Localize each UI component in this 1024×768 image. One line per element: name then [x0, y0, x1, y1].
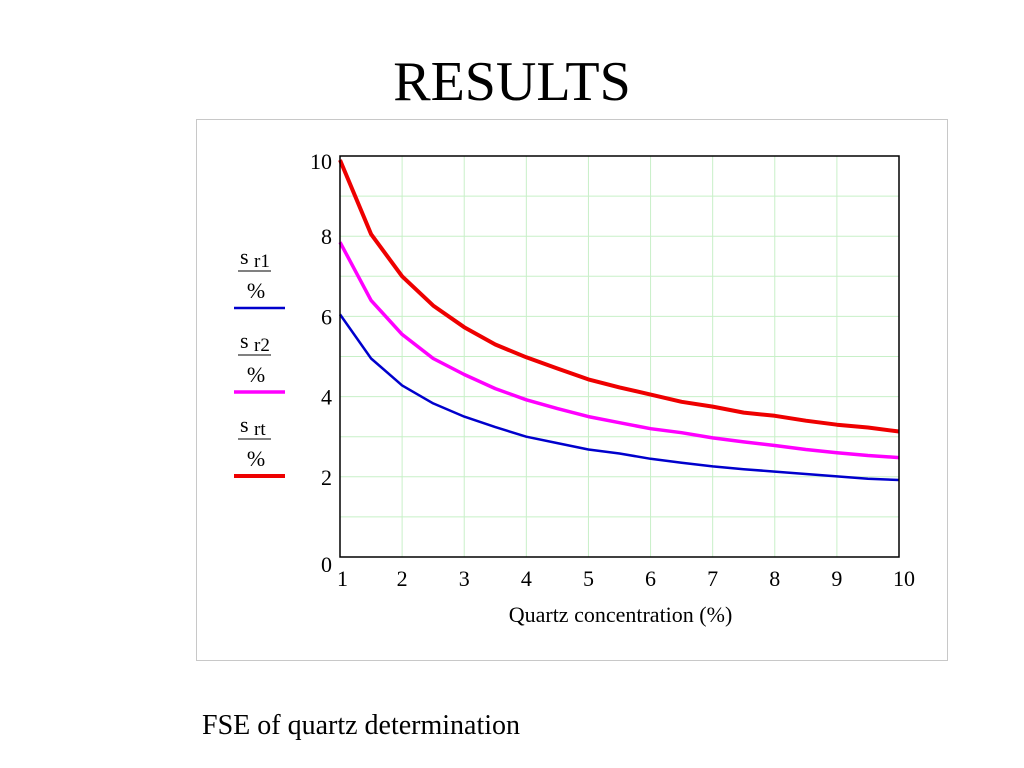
y-tick-labels: 0 2 4 6 8 10	[310, 149, 332, 577]
legend-denominator: %	[247, 362, 265, 387]
x-tick-label: 4	[521, 566, 532, 591]
legend-symbol: s	[240, 244, 249, 269]
grid	[339, 155, 900, 558]
chart-frame	[196, 119, 948, 661]
y-tick-label: 2	[321, 465, 332, 490]
slide-caption: FSE of quartz determination	[202, 710, 521, 741]
legend: s r1%s r2%s rt%	[234, 244, 285, 478]
y-tick-label: 6	[321, 304, 332, 329]
legend-denominator: %	[247, 278, 265, 303]
plot-area-border	[339, 155, 900, 558]
x-tick-label: 3	[459, 566, 470, 591]
y-tick-label: 0	[321, 552, 332, 577]
legend-entry-rt: s rt%	[234, 412, 285, 478]
series-lines	[338, 159, 900, 482]
legend-symbol: s	[240, 412, 249, 437]
x-tick-label: 6	[645, 566, 656, 591]
y-tick-label: 4	[321, 385, 332, 410]
legend-symbol: s	[240, 328, 249, 353]
series-line-r2	[338, 241, 900, 460]
legend-entry-r2: s r2%	[234, 328, 285, 394]
x-tick-label: 2	[397, 566, 408, 591]
legend-entry-r1: s r1%	[234, 244, 285, 310]
legend-subscript: r1	[254, 251, 270, 272]
x-tick-label: 7	[707, 566, 718, 591]
x-tick-label: 9	[831, 566, 842, 591]
x-tick-label: 5	[583, 566, 594, 591]
x-axis-label: Quartz concentration (%)	[509, 602, 733, 627]
y-tick-label: 8	[321, 224, 332, 249]
x-tick-label: 10	[893, 566, 915, 591]
x-tick-labels: 1 2 3 4 5 6 7 8 9 10	[337, 566, 915, 591]
series-line-rt	[338, 159, 900, 434]
y-tick-label: 10	[310, 149, 332, 174]
x-tick-label: 8	[769, 566, 780, 591]
series-line-r1	[338, 313, 900, 482]
legend-subscript: rt	[254, 419, 266, 440]
legend-subscript: r2	[254, 335, 270, 356]
x-tick-label: 1	[337, 566, 348, 591]
slide-title: RESULTS	[393, 51, 631, 113]
legend-denominator: %	[247, 446, 265, 471]
